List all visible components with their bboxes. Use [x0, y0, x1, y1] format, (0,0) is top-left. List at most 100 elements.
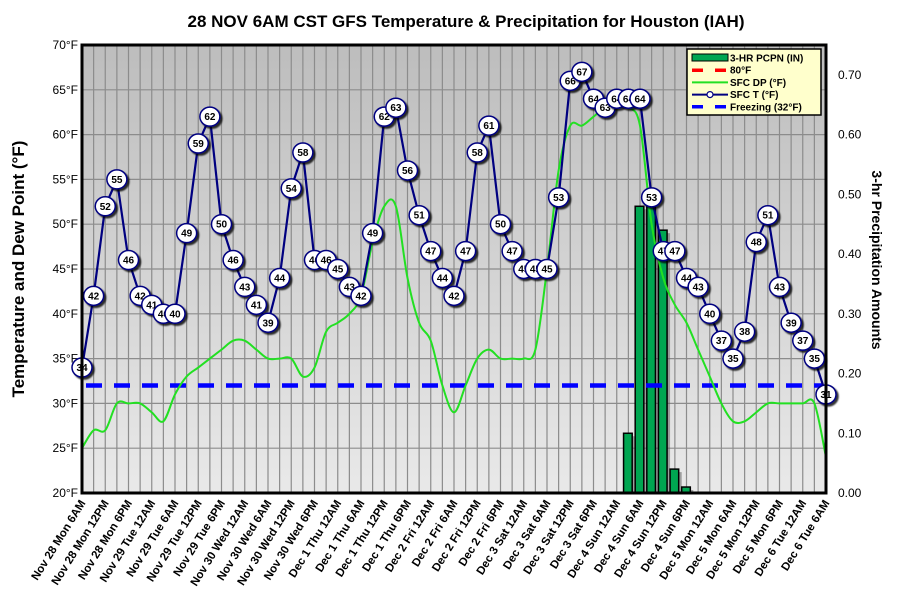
- legend-label: 80°F: [730, 66, 751, 77]
- temperature-marker: [733, 321, 756, 342]
- temperature-marker: [385, 97, 407, 118]
- temperature-data-label: 51: [414, 211, 426, 222]
- precip-bar: [669, 468, 680, 494]
- temperature-point: 46: [117, 249, 140, 271]
- temperature-marker: [164, 303, 186, 325]
- temperature-marker: [94, 196, 116, 217]
- temperature-marker: [571, 61, 593, 83]
- dewpoint-series: [81, 105, 827, 458]
- temperature-point: 35: [722, 348, 744, 369]
- temperature-point: 37: [792, 330, 814, 351]
- temperature-data-label: 45: [541, 265, 553, 276]
- y2-tick-label: 0.40: [838, 247, 862, 261]
- temperature-marker: [431, 267, 454, 289]
- temperature-data-label: 42: [135, 291, 147, 302]
- temperature-data-label: 67: [576, 67, 588, 78]
- temperature-marker: [443, 285, 465, 307]
- legend-swatch-marker: [706, 90, 714, 99]
- temperature-point: 39: [257, 312, 279, 334]
- temperature-point: 47: [501, 240, 523, 262]
- temperature-data-label: 64: [588, 94, 600, 105]
- temperature-point: 35: [803, 348, 826, 369]
- temperature-marker: [803, 348, 826, 369]
- temperature-marker: [222, 249, 244, 271]
- temperature-marker: [536, 258, 558, 280]
- temperature-data-label: 61: [483, 121, 495, 132]
- temperature-marker: [664, 240, 686, 262]
- temperature-marker: [187, 133, 209, 154]
- temperature-marker: [757, 204, 779, 226]
- temperature-data-label: 40: [158, 309, 170, 320]
- temperature-data-label: 41: [146, 300, 158, 311]
- temperature-data-label: 39: [786, 318, 798, 329]
- temperature-point: 46: [222, 249, 244, 271]
- temperature-marker: [257, 312, 279, 334]
- legend-item: SFC DP (°F): [692, 78, 786, 89]
- temperature-point: 51: [757, 204, 779, 226]
- legend-item: Freezing (32°F): [692, 102, 802, 113]
- y-tick-label: 45°F: [53, 262, 78, 276]
- y2-tick-label: 0.50: [838, 187, 862, 201]
- temperature-data-label: 47: [460, 247, 472, 258]
- y-tick-label: 70°F: [53, 38, 78, 52]
- y2-tick-label: 0.30: [838, 307, 862, 321]
- temperature-marker: [361, 222, 384, 244]
- y-tick-label: 65°F: [53, 83, 78, 97]
- temperature-marker: [420, 240, 442, 262]
- legend-label: SFC DP (°F): [730, 78, 786, 89]
- temperature-data-label: 47: [658, 247, 670, 258]
- chart-title: 28 NOV 6AM CST GFS Temperature & Precipi…: [188, 12, 745, 31]
- temperature-data-label: 46: [309, 256, 321, 267]
- temperature-point: 42: [443, 285, 465, 307]
- temperature-marker: [210, 213, 233, 235]
- temperature-marker: [699, 303, 721, 325]
- temperature-marker: [629, 88, 651, 110]
- temperature-data-label: 48: [751, 238, 763, 249]
- y2-tick-label: 0.10: [838, 426, 862, 440]
- temperature-point: 58: [292, 142, 314, 163]
- temperature-marker: [175, 222, 198, 244]
- y-tick-label: 50°F: [53, 217, 78, 231]
- temperature-data-label: 37: [797, 336, 809, 347]
- temperature-data-label: 53: [646, 193, 658, 204]
- y2-tick-label: 0.20: [838, 367, 862, 381]
- y-tick-label: 40°F: [53, 307, 78, 321]
- temperature-data-label: 47: [507, 247, 519, 258]
- y-axis-left: 20°F 25°F 30°F 35°F 40°F 45°F 50°F 55°F 60°F 65°F…: [53, 38, 78, 500]
- temperature-point: 62: [199, 106, 221, 127]
- temperature-data-label: 55: [111, 175, 123, 186]
- y2-tick-label: 0.70: [838, 68, 862, 82]
- temperature-point: 58: [466, 142, 488, 163]
- temperature-marker: [199, 106, 221, 127]
- temperature-data-label: 46: [123, 256, 135, 267]
- temperature-data-label: 46: [321, 256, 333, 267]
- y-tick-label: 20°F: [53, 486, 78, 500]
- temperature-point: 43: [768, 276, 791, 298]
- temperature-data-label: 64: [623, 94, 635, 105]
- temperature-point: 51: [408, 204, 430, 226]
- temperature-point: 42: [82, 285, 105, 307]
- legend-item: 3-HR PCPN (IN): [691, 53, 803, 65]
- temperature-marker: [687, 276, 709, 298]
- temperature-point: 47: [664, 240, 686, 262]
- y-tick-label: 25°F: [53, 441, 78, 455]
- temperature-point: 52: [94, 196, 116, 217]
- temperature-marker: [280, 178, 302, 199]
- temperature-point: 45: [327, 258, 349, 280]
- grid: [82, 45, 826, 493]
- temperature-data-label: 35: [727, 354, 739, 365]
- temperature-data-label: 59: [193, 139, 205, 150]
- y2-tick-label: 0.00: [838, 486, 862, 500]
- temperature-point: 55: [106, 169, 128, 190]
- temperature-point: 41: [245, 294, 268, 316]
- temperature-data-label: 40: [704, 309, 716, 320]
- legend-label: 3-HR PCPN (IN): [730, 54, 803, 65]
- temperature-data-label: 66: [565, 76, 577, 87]
- temperature-data-label: 35: [809, 354, 821, 365]
- temperature-point: 47: [454, 240, 477, 262]
- precip-bar: [657, 229, 668, 494]
